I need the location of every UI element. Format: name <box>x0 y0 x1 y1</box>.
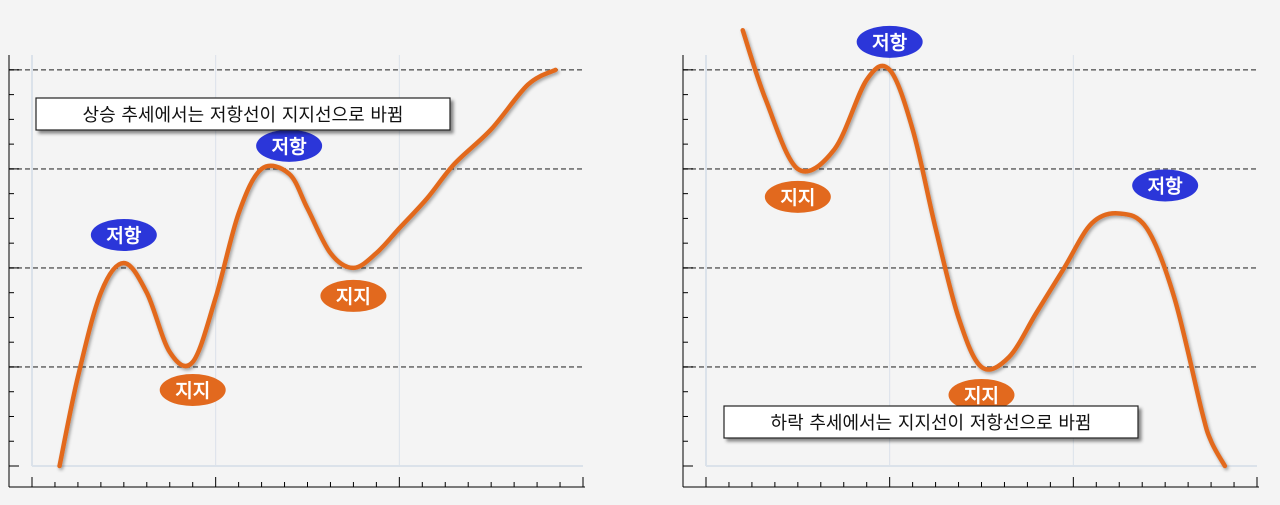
resistance-label: 저항 <box>106 225 141 247</box>
price-curve <box>740 27 1228 469</box>
resistance-label-badge <box>256 129 323 162</box>
note-box <box>723 405 1139 439</box>
resistance-label-badge <box>90 218 157 251</box>
support-label-badge <box>320 279 387 312</box>
support-label: 지지 <box>175 380 210 402</box>
price-curve <box>57 67 558 469</box>
resistance-label-badge <box>1132 169 1199 202</box>
support-label-badge <box>764 180 831 213</box>
support-label: 지지 <box>336 286 371 308</box>
note-text: 하락 추세에서는 지지선이 저항선으로 바뀜 <box>771 413 1092 434</box>
support-label: 지지 <box>780 187 815 209</box>
support-label-badge <box>159 374 226 407</box>
note-box <box>35 97 451 131</box>
resistance-label: 저항 <box>1148 175 1183 197</box>
resistance-label: 저항 <box>872 32 907 54</box>
support-label-badge <box>948 378 1015 411</box>
resistance-label-badge <box>856 25 923 58</box>
note-text: 상승 추세에서는 저항선이 지지선으로 바뀜 <box>83 105 404 126</box>
resistance-label: 저항 <box>272 136 307 158</box>
support-label: 지지 <box>964 385 999 407</box>
